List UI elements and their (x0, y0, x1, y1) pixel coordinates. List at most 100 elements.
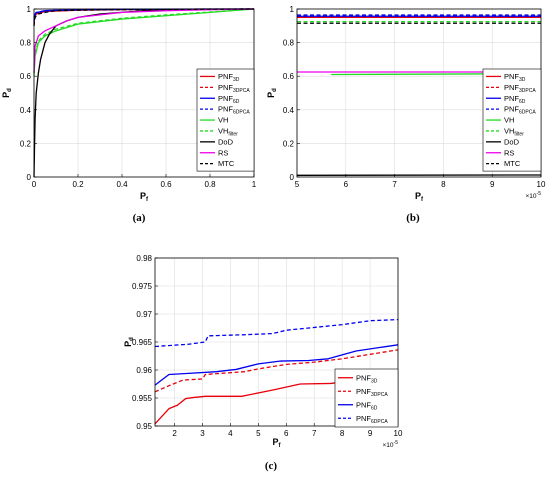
legend-entry: MTC (218, 159, 235, 168)
panel-b: 5 6 7 8 9 10 0 0.2 0.4 0.6 0.8 1 ×10-5 Pf Pd PNF3DPNF3D… (266, 5, 546, 224)
legend-entry: PNF3DPCA (218, 83, 250, 94)
legend-entry: PNF3DPCA (356, 387, 388, 398)
x-tick-label: 6 (344, 180, 349, 189)
x-axis-label-subscript: f (421, 197, 424, 203)
legend-entry-subscript: 3DPCA (519, 88, 536, 94)
y-tick-label: 0.97 (136, 310, 152, 319)
y-tick-label: 0.2 (20, 139, 32, 148)
y-tick-label: 0.6 (283, 72, 295, 81)
legend-entry-subscript: 3DPCA (233, 88, 250, 94)
legend-entry-subscript: filter (228, 131, 238, 137)
x-tick-label: 5 (295, 180, 300, 189)
panel-caption: (c) (265, 460, 278, 472)
x-tick-label: 0.4 (116, 180, 128, 189)
x-tick-label: 1 (252, 180, 257, 189)
y-axis-label-subscript: d (272, 88, 278, 92)
legend-box (334, 368, 399, 428)
x-exponent-label: ×10-5 (383, 440, 399, 449)
y-tick-label: 0 (290, 173, 295, 182)
x-tick-label: 7 (392, 180, 397, 189)
x-axis-label-subscript: f (279, 443, 282, 449)
legend: PNF3D PNF3DPCA PNF6D PNF6DPCA (334, 368, 399, 428)
x-tick-label: 0.2 (72, 180, 84, 189)
legend-entry: PNF6DPCA (218, 105, 250, 116)
y-tick-label: 0.965 (132, 338, 153, 347)
x-tick-label: 2 (172, 429, 177, 438)
legend-entry-subscript: 6DPCA (519, 110, 536, 116)
y-tick-label: 1 (27, 5, 32, 14)
legend-entry: PNF6D (218, 94, 240, 105)
x-tick-label: 10 (537, 180, 546, 189)
legend-entry: VH (218, 116, 228, 125)
legend-entry-subscript: 6DPCA (233, 110, 250, 116)
series-line-pnf-3dpca (154, 349, 399, 393)
y-axis-label: Pd (123, 337, 135, 347)
x-axis-label: Pf (272, 437, 281, 449)
y-tick-label: 0.95 (136, 422, 152, 431)
series-line-rs (33, 8, 255, 73)
legend-entry: PNF6D (504, 94, 526, 105)
legend-entry-subscript: 3DPCA (371, 392, 388, 398)
panel-caption: (a) (133, 212, 146, 224)
panel-c: 2 3 4 5 6 7 8 9 10 0.95 0.955 0.96 0.965 0.97 0.975 0.9… (123, 254, 403, 472)
y-tick-label: 0.2 (283, 139, 295, 148)
x-tick-label: 7 (312, 429, 317, 438)
y-tick-label: 1 (290, 5, 295, 14)
x-tick-label: 0.8 (204, 180, 216, 189)
panel-caption: (b) (406, 212, 420, 224)
y-tick-label: 0.96 (136, 366, 152, 375)
series-line-vh (33, 8, 255, 77)
series-line-pnf-6d (154, 344, 399, 386)
y-tick-label: 0.955 (132, 394, 153, 403)
legend-entry-subscript: 3D (371, 378, 378, 384)
y-tick-label: 0.4 (20, 106, 32, 115)
y-tick-label: 0.6 (20, 72, 32, 81)
y-tick-label: 0.975 (132, 282, 153, 291)
x-axis-label: Pf (415, 191, 424, 203)
legend-entry: VHfilter (218, 126, 238, 137)
legend-entry-subscript: filter (514, 131, 524, 137)
series-line-mtc (33, 8, 255, 26)
y-tick-label: 0.98 (136, 254, 152, 263)
y-tick-label: 0.8 (283, 39, 295, 48)
legend-entry: VH (504, 116, 514, 125)
legend-entry-subscript: 6D (519, 99, 526, 105)
legend-entry: RS (218, 148, 228, 157)
legend-entry-subscript: 6D (371, 405, 378, 411)
legend-entry-subscript: 3D (233, 77, 240, 83)
legend-entry: DoD (218, 137, 234, 146)
legend-entry-subscript: 3D (519, 77, 526, 83)
x-tick-label: 10 (394, 429, 403, 438)
x-tick-label: 9 (490, 180, 495, 189)
x-tick-label: 3 (200, 429, 205, 438)
legend-entry: PNF3DPCA (504, 83, 536, 94)
y-axis-label-subscript: d (129, 337, 135, 341)
legend-entry-subscript: 6DPCA (371, 419, 388, 425)
legend-entry: PNF6DPCA (356, 414, 388, 425)
x-tick-label: 0 (32, 180, 37, 189)
legend-entry: PNF6D (356, 400, 378, 411)
series-line-vh-filter (33, 8, 255, 73)
y-axis-label: Pd (1, 88, 13, 98)
x-tick-label: 8 (340, 429, 345, 438)
x-tick-label: 8 (441, 180, 446, 189)
legend-entry: RS (504, 148, 514, 157)
x-tick-label: 9 (368, 429, 373, 438)
legend-entry-subscript: 6D (233, 99, 240, 105)
legend-entry: PNF6DPCA (504, 105, 536, 116)
y-tick-label: 0.4 (283, 106, 295, 115)
x-tick-label: 4 (228, 429, 233, 438)
x-exponent-label: ×10-5 (526, 191, 542, 200)
y-axis-label: Pd (266, 88, 278, 98)
legend-entry: MTC (504, 159, 521, 168)
y-tick-label: 0 (27, 173, 32, 182)
x-axis-label-subscript: f (146, 197, 149, 203)
x-exponent-power: -5 (537, 191, 542, 197)
y-tick-label: 0.8 (20, 39, 32, 48)
x-axis-label: Pf (140, 191, 149, 203)
legend-entry: PNF3D (218, 72, 240, 83)
x-tick-label: 5 (256, 429, 261, 438)
panel-a: 0 0.2 0.4 0.6 0.8 100.20.40.60.81PfPdPNF3DPNF… (1, 5, 257, 224)
